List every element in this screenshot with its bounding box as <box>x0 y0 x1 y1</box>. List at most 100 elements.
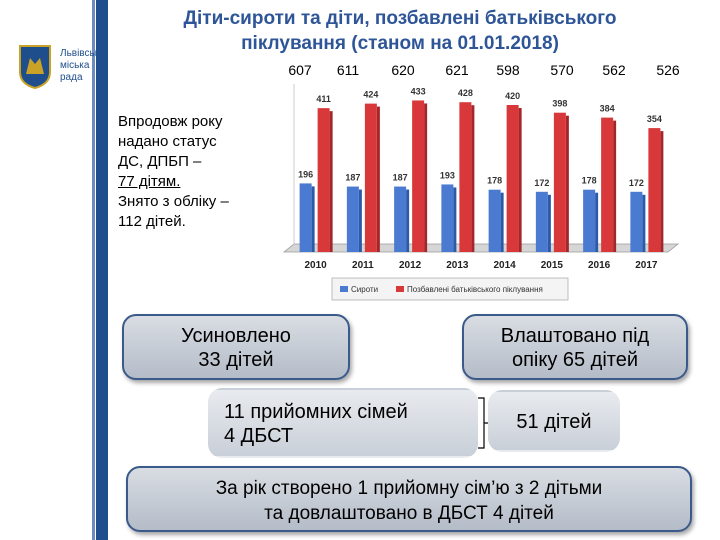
bar-side-0-2013 <box>453 187 457 252</box>
value-label-orphans-2015: 172 <box>534 178 549 188</box>
bar-side-1-2017 <box>660 131 664 252</box>
guardianship-line1: Влаштовано під <box>500 325 650 347</box>
value-label-orphans-2012: 187 <box>393 173 408 183</box>
bar-side-1-2011 <box>376 106 380 252</box>
children-count: 51 дітей <box>516 411 592 433</box>
city-council-logo: Львівська міська рада <box>18 44 105 94</box>
summary-line2: та довлаштовано в ДБСТ 4 дітей <box>264 503 554 524</box>
adopted-box: Усиновлено 33 дітей <box>122 314 350 380</box>
value-label-deprived-2015: 398 <box>552 99 567 109</box>
side-line6: 112 дітей. <box>118 213 186 230</box>
side-line1: Впродовж року <box>118 113 223 130</box>
bar-side-1-2015 <box>565 115 569 252</box>
value-label-orphans-2014: 178 <box>487 176 502 186</box>
slide-title: Діти-сироти та діти, позбавлені батьківс… <box>120 6 680 56</box>
bar-side-0-2011 <box>358 189 362 252</box>
value-label-orphans-2016: 178 <box>582 176 597 186</box>
status-summary-text: Впродовж року надано статус ДС, ДПБП – 7… <box>118 112 278 232</box>
total-2015: 570 <box>550 62 574 78</box>
bar-deprived-2014 <box>506 105 519 252</box>
bar-orphans-2015 <box>535 191 548 252</box>
total-2017: 526 <box>656 62 680 78</box>
value-label-deprived-2012: 433 <box>411 86 426 96</box>
bar-side-0-2010 <box>311 186 315 252</box>
legend-label-deprived: Позбавлені батьківського піклування <box>407 285 543 294</box>
bar-side-1-2013 <box>471 105 475 252</box>
bar-orphans-2013 <box>441 184 454 252</box>
x-tick-2016: 2016 <box>588 260 611 271</box>
total-2016: 562 <box>602 62 626 78</box>
foster-line1: 11 прийомних сімей <box>224 401 408 423</box>
summary-line1: За рік створено 1 прийомну сім’ю з 2 діт… <box>215 478 603 499</box>
summary-box: За рік створено 1 прийомну сім’ю з 2 діт… <box>126 466 692 532</box>
x-tick-2014: 2014 <box>494 260 517 271</box>
total-2013: 621 <box>445 62 469 78</box>
bar-orphans-2016 <box>583 189 596 252</box>
value-label-deprived-2010: 411 <box>316 94 331 104</box>
bar-side-0-2014 <box>500 192 504 252</box>
side-line2: надано статус <box>118 133 217 150</box>
bar-orphans-2012 <box>394 186 407 252</box>
bar-side-0-2015 <box>547 194 551 252</box>
side-line4: 77 дітям. <box>118 173 181 190</box>
bar-side-1-2010 <box>329 111 333 253</box>
guardianship-box: Влаштовано під опіку 65 дітей <box>462 314 688 380</box>
bar-deprived-2011 <box>364 103 377 252</box>
value-label-orphans-2017: 172 <box>629 178 644 188</box>
value-label-deprived-2013: 428 <box>458 88 473 98</box>
value-label-deprived-2014: 420 <box>505 91 520 101</box>
bar-side-1-2016 <box>613 120 617 252</box>
bar-orphans-2017 <box>630 191 643 252</box>
bar-side-0-2016 <box>595 192 599 252</box>
bar-orphans-2010 <box>299 183 312 252</box>
bar-side-1-2012 <box>424 103 428 252</box>
children-box: 51 дітей <box>488 390 620 452</box>
adopted-line2: 33 дітей <box>198 349 274 371</box>
adopted-line1: Усиновлено <box>181 325 291 347</box>
x-tick-2012: 2012 <box>399 260 422 271</box>
org-name-line2: міська <box>60 60 90 71</box>
chart-floor <box>282 243 680 253</box>
value-label-deprived-2017: 354 <box>647 114 662 124</box>
city-council-name: Львівська міська рада <box>60 48 105 84</box>
legend-box <box>331 277 569 301</box>
total-2010: 607 <box>288 62 312 78</box>
x-tick-2011: 2011 <box>352 260 374 271</box>
value-label-deprived-2011: 424 <box>363 90 378 100</box>
left-panel <box>0 0 108 540</box>
orphans-bar-chart: 196 411 2010 187 424 2011 187 433 2012 193 428 2013… <box>282 84 680 301</box>
bar-deprived-2012 <box>412 100 425 252</box>
title-line2: піклування (станом на 01.01.2018) <box>241 33 559 54</box>
bar-side-1-2014 <box>518 108 522 252</box>
foster-families-box: 11 прийомних сімей 4 ДБСТ <box>208 388 478 458</box>
value-label-deprived-2016: 384 <box>600 104 615 114</box>
bar-deprived-2013 <box>459 102 472 252</box>
org-name-line3: рада <box>60 72 83 83</box>
x-tick-2013: 2013 <box>446 260 469 271</box>
org-name-line1: Львівська <box>60 48 105 59</box>
bar-deprived-2015 <box>553 112 566 252</box>
total-2014: 598 <box>496 62 520 78</box>
left-accent-stripe <box>92 0 95 540</box>
bar-side-0-2017 <box>642 194 646 252</box>
bar-side-0-2012 <box>406 189 410 252</box>
total-2011: 611 <box>336 62 360 78</box>
value-label-orphans-2011: 187 <box>345 173 360 183</box>
foster-line2: 4 ДБСТ <box>224 425 294 447</box>
legend-label-orphans: Сироти <box>351 285 378 294</box>
guardianship-line2: опіку 65 дітей <box>511 349 639 371</box>
yearly-totals: 607 611 620 621 598 570 562 526 <box>0 62 720 82</box>
x-tick-2010: 2010 <box>305 260 328 271</box>
bar-deprived-2017 <box>648 128 661 252</box>
title-line1: Діти-сироти та діти, позбавлені батьківс… <box>183 8 617 29</box>
coat-of-arms-icon <box>19 45 51 90</box>
side-line5: Знято з обліку – <box>118 193 229 210</box>
value-label-orphans-2010: 196 <box>298 169 313 179</box>
total-2012: 620 <box>391 62 415 78</box>
side-line3: ДС, ДПБП – <box>118 153 202 170</box>
legend-swatch-deprived <box>396 286 404 292</box>
left-blue-bar <box>96 0 108 540</box>
legend-swatch-orphans <box>340 286 348 292</box>
bar-deprived-2010 <box>317 108 330 253</box>
bar-orphans-2014 <box>488 189 501 252</box>
